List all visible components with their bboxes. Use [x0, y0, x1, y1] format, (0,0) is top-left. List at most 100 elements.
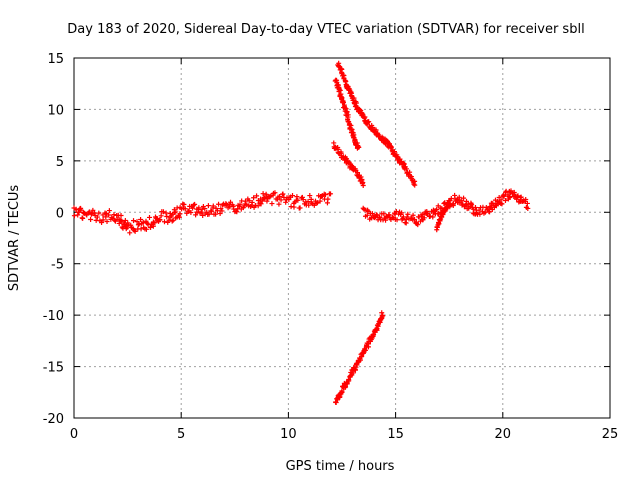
data-point: [394, 217, 400, 223]
data-point: [427, 213, 433, 219]
data-point: [127, 230, 133, 236]
data-point: [405, 211, 411, 217]
data-point: [217, 211, 223, 217]
data-point: [251, 195, 257, 201]
data-point: [380, 313, 386, 319]
data-point: [354, 362, 360, 368]
data-point: [379, 310, 385, 316]
data-point: [374, 327, 380, 333]
y-tick-label: -5: [51, 258, 64, 273]
data-point: [75, 212, 81, 218]
ticks: [73, 57, 611, 419]
y-tick-label: -20: [43, 412, 64, 427]
data-point: [434, 207, 440, 213]
series-lower-track: [333, 310, 386, 406]
data-point: [258, 201, 264, 207]
data-point: [370, 333, 376, 339]
data-point: [143, 226, 149, 232]
data-point: [192, 201, 198, 207]
data-point: [90, 207, 96, 213]
data-point: [461, 195, 467, 201]
x-tick-label: 10: [280, 427, 297, 442]
data-point: [234, 209, 240, 215]
data-point: [412, 216, 418, 222]
data-point: [360, 111, 366, 117]
data-point: [128, 222, 134, 228]
data-point: [469, 202, 475, 208]
data-point: [297, 205, 303, 211]
data-point: [518, 194, 524, 200]
data-point: [150, 223, 156, 229]
data-point: [502, 198, 508, 204]
data-point: [177, 211, 183, 217]
data-point: [314, 200, 320, 206]
data-point: [164, 213, 170, 219]
data-point: [294, 194, 300, 200]
data-point: [355, 170, 361, 176]
data-point: [254, 193, 260, 199]
data-point: [291, 204, 297, 210]
data-point: [403, 220, 409, 226]
data-point: [357, 357, 363, 363]
data-point: [205, 203, 211, 209]
x-axis-label: GPS time / hours: [286, 459, 395, 474]
data-point: [317, 198, 323, 204]
data-point: [359, 176, 365, 182]
data-point: [344, 156, 350, 162]
data-point: [272, 190, 278, 196]
data-point: [524, 200, 530, 206]
data-point: [425, 210, 431, 216]
data-point: [508, 188, 514, 194]
series-band-13-5-21-2h: [360, 188, 531, 228]
data-point: [430, 214, 436, 220]
data-point: [118, 217, 124, 223]
tick-labels: 0 5 10 15 20 25 -20 -15 -10 -5 0 5 10 15: [43, 52, 619, 442]
data-point: [420, 211, 426, 217]
data-point: [444, 204, 450, 210]
data-point: [216, 201, 222, 207]
data-point: [161, 219, 167, 225]
grid: [74, 58, 610, 418]
data-point: [106, 212, 112, 218]
data-point: [157, 217, 163, 223]
data-point: [350, 370, 356, 376]
data-point: [410, 212, 416, 218]
data-point: [135, 222, 141, 228]
x-tick-label: 25: [602, 427, 619, 442]
data-point: [267, 194, 273, 200]
data-point: [249, 199, 255, 205]
data-point: [173, 209, 179, 215]
data-point: [276, 201, 282, 207]
data-point: [456, 194, 462, 200]
data-point: [300, 197, 306, 203]
data-point: [152, 220, 158, 226]
data-point: [290, 193, 296, 199]
data-point: [278, 197, 284, 203]
y-axis-label: SDTVAR / TECUs: [7, 185, 22, 292]
series-spur-near-17h: [434, 198, 452, 233]
data-point: [421, 215, 427, 221]
data-point: [89, 211, 95, 217]
data-point: [283, 199, 289, 205]
data-point: [209, 208, 215, 214]
y-tick-label: 5: [56, 155, 64, 170]
data-point: [88, 216, 94, 222]
data-point: [472, 204, 478, 210]
data-point: [337, 87, 343, 93]
data-point: [138, 217, 144, 223]
data-point: [412, 182, 418, 188]
x-tick-label: 0: [70, 427, 78, 442]
data-point: [459, 198, 465, 204]
data-point: [325, 196, 331, 202]
data-point: [345, 114, 351, 120]
data-point: [377, 214, 383, 220]
series-main-band-0-12h: [71, 190, 334, 236]
data-point: [501, 193, 507, 199]
data-point: [525, 205, 531, 211]
data-point: [170, 217, 176, 223]
data-point: [306, 202, 312, 208]
data-point: [415, 222, 421, 228]
data-point: [199, 206, 205, 212]
data-point: [343, 384, 349, 390]
data-point: [358, 174, 364, 180]
